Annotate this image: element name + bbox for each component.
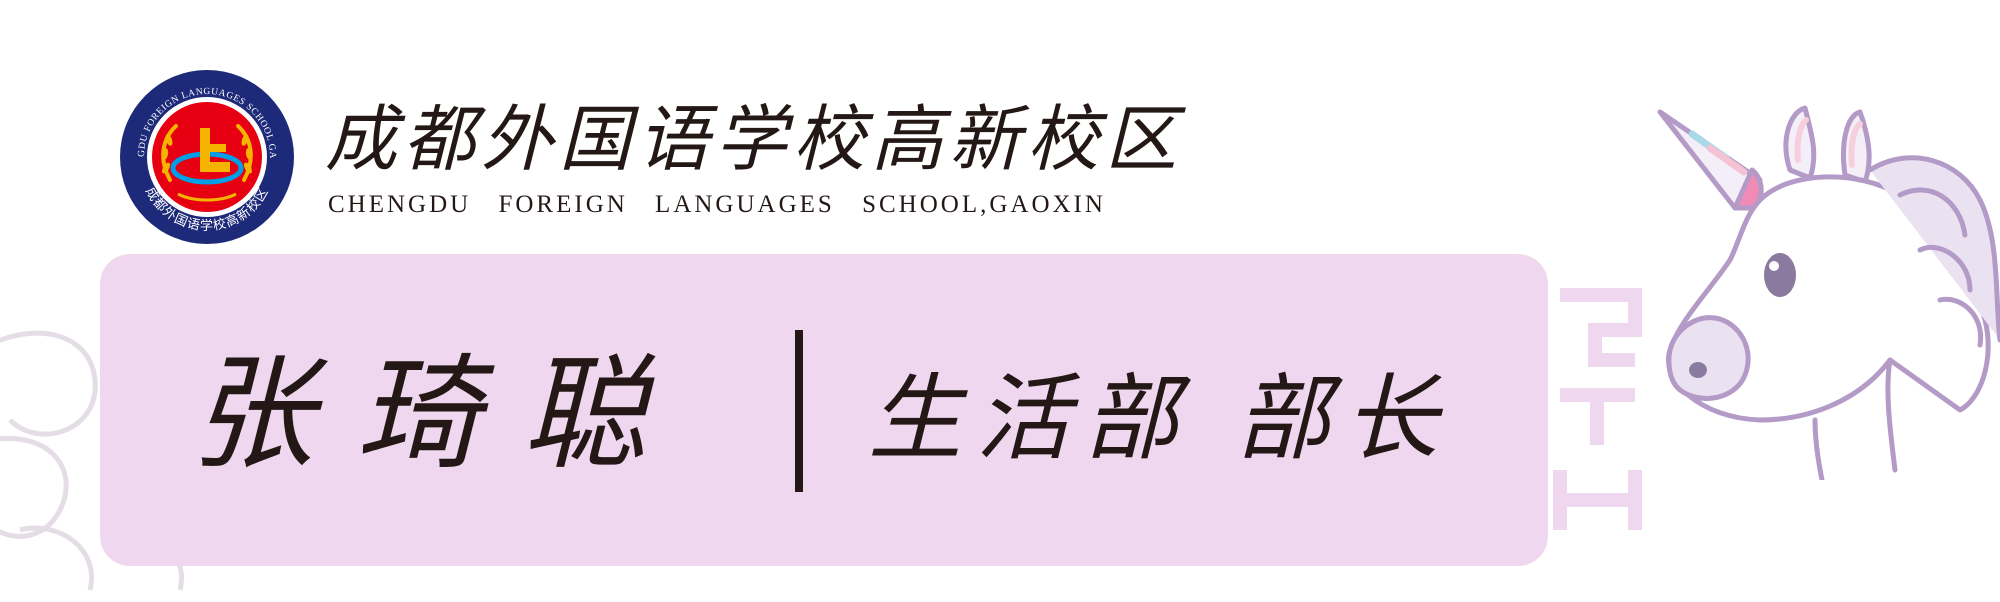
school-logo-icon: CHENGDU FOREIGN LANGUAGES SCHOOL GAOXIN … (118, 68, 294, 244)
side-5th-label: 5TH (1545, 285, 1547, 286)
person-role: 生活部 部长 (868, 365, 1452, 474)
unicorn-illustration-icon (1657, 105, 2000, 480)
school-name-cn: 成都外国语学校高新校区 (325, 97, 1184, 181)
name-role-divider (795, 330, 803, 492)
side-5th-decoration: 5TH (1545, 285, 1642, 530)
person-name: 张琦聪 (190, 343, 689, 487)
name-card (100, 254, 1548, 566)
school-name-en: CHENGDU FOREIGN LANGUAGES SCHOOL,GAOXIN (328, 191, 1106, 218)
